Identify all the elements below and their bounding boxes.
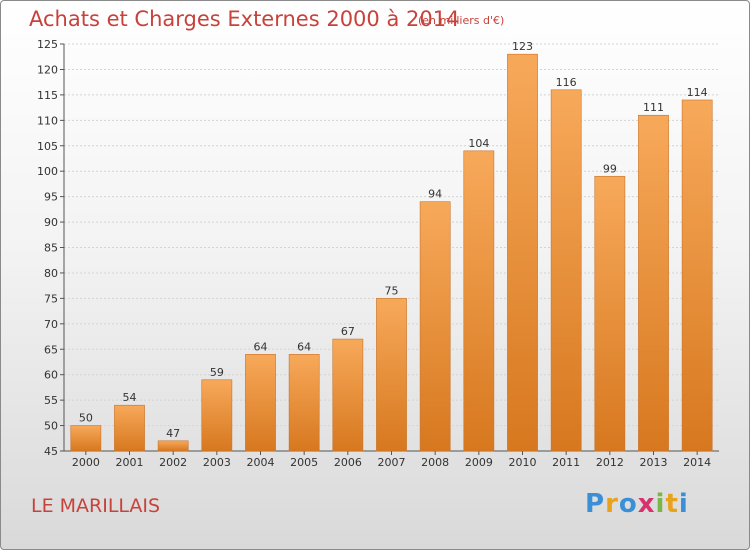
data-labels: 50 54 47 59 64 64 67 75 94 104 123 116 99 111 114 xyxy=(79,40,708,440)
logo-letter: t xyxy=(665,489,679,519)
x-tick-label-2008: 2008 xyxy=(421,456,449,469)
bar-2005 xyxy=(288,354,320,452)
x-tick-label-2007: 2007 xyxy=(378,456,406,469)
data-label-2004: 64 xyxy=(254,340,268,353)
y-tick-label: 80 xyxy=(44,267,58,280)
bar-2001 xyxy=(114,404,145,452)
bar-2004 xyxy=(245,354,276,452)
data-label-2006: 67 xyxy=(341,325,355,338)
bar-2007 xyxy=(376,298,407,452)
x-tick-label-2009: 2009 xyxy=(465,456,493,469)
y-tick-label: 105 xyxy=(37,140,58,153)
y-tick-label: 125 xyxy=(37,38,58,51)
y-tick-label: 50 xyxy=(44,420,58,433)
y-tick-label: 70 xyxy=(44,318,58,331)
logo-letter: o xyxy=(618,489,638,519)
y-tick-label: 110 xyxy=(37,114,58,127)
data-label-2000: 50 xyxy=(79,412,93,425)
y-tick-label: 120 xyxy=(37,63,58,76)
x-tick-label-2014: 2014 xyxy=(683,456,711,469)
x-tick-label-2002: 2002 xyxy=(159,456,187,469)
y-tick-label: 85 xyxy=(44,242,58,255)
chart-subtitle: (en milliers d'€) xyxy=(418,14,505,27)
x-tick-label-2011: 2011 xyxy=(552,456,580,469)
data-label-2008: 94 xyxy=(428,188,442,201)
bar-2006 xyxy=(332,338,364,452)
bar-2000 xyxy=(70,425,102,452)
data-label-2001: 54 xyxy=(123,391,137,404)
proxiti-logo: Proxiti xyxy=(585,489,689,519)
x-tick-label-2001: 2001 xyxy=(116,456,144,469)
bar-2012 xyxy=(594,175,626,452)
data-label-2014: 114 xyxy=(687,86,708,99)
bar-2011 xyxy=(550,89,582,452)
y-tick-label: 65 xyxy=(44,343,58,356)
bar-2008 xyxy=(419,201,451,452)
y-tick-label: 100 xyxy=(37,165,58,178)
data-label-2003: 59 xyxy=(210,366,224,379)
bar-2013 xyxy=(638,114,669,452)
logo-letter: i xyxy=(655,489,666,519)
logo-letter: x xyxy=(637,489,656,519)
bar-2003 xyxy=(201,379,233,452)
bar-2014 xyxy=(681,99,713,452)
y-tick-label: 115 xyxy=(37,89,58,102)
x-tick-label-2004: 2004 xyxy=(247,456,275,469)
tick-labels: 45 50 55 60 65 70 75 80 85 90 95 100 105 110 115 120 125… xyxy=(37,38,711,469)
x-tick-label-2003: 2003 xyxy=(203,456,231,469)
data-label-2012: 99 xyxy=(603,162,617,175)
y-tick-label: 95 xyxy=(44,191,58,204)
bar-2002 xyxy=(157,440,189,452)
x-tick-label-2000: 2000 xyxy=(72,456,100,469)
y-tick-label: 60 xyxy=(44,369,58,382)
bars xyxy=(70,53,713,452)
logo-letter: r xyxy=(605,489,619,519)
chart-title: Achats et Charges Externes 2000 à 2014 xyxy=(29,7,460,31)
bar-2009 xyxy=(463,150,495,452)
data-label-2007: 75 xyxy=(385,284,399,297)
data-label-2009: 104 xyxy=(468,137,489,150)
y-tick-label: 75 xyxy=(44,292,58,305)
y-tick-label: 45 xyxy=(44,445,58,458)
x-tick-label-2005: 2005 xyxy=(290,456,318,469)
data-label-2005: 64 xyxy=(297,340,311,353)
data-label-2013: 111 xyxy=(643,101,664,114)
x-tick-label-2013: 2013 xyxy=(640,456,668,469)
x-tick-label-2006: 2006 xyxy=(334,456,362,469)
y-tick-label: 90 xyxy=(44,216,58,229)
x-tick-label-2010: 2010 xyxy=(509,456,537,469)
logo-letter: i xyxy=(678,489,689,519)
data-label-2011: 116 xyxy=(556,76,577,89)
data-label-2002: 47 xyxy=(166,427,180,440)
bar-2010 xyxy=(507,53,538,452)
data-label-2010: 123 xyxy=(512,40,533,53)
x-tick-label-2012: 2012 xyxy=(596,456,624,469)
commune-name: LE MARILLAIS xyxy=(31,495,161,517)
logo-letter: P xyxy=(585,489,606,519)
y-tick-label: 55 xyxy=(44,394,58,407)
